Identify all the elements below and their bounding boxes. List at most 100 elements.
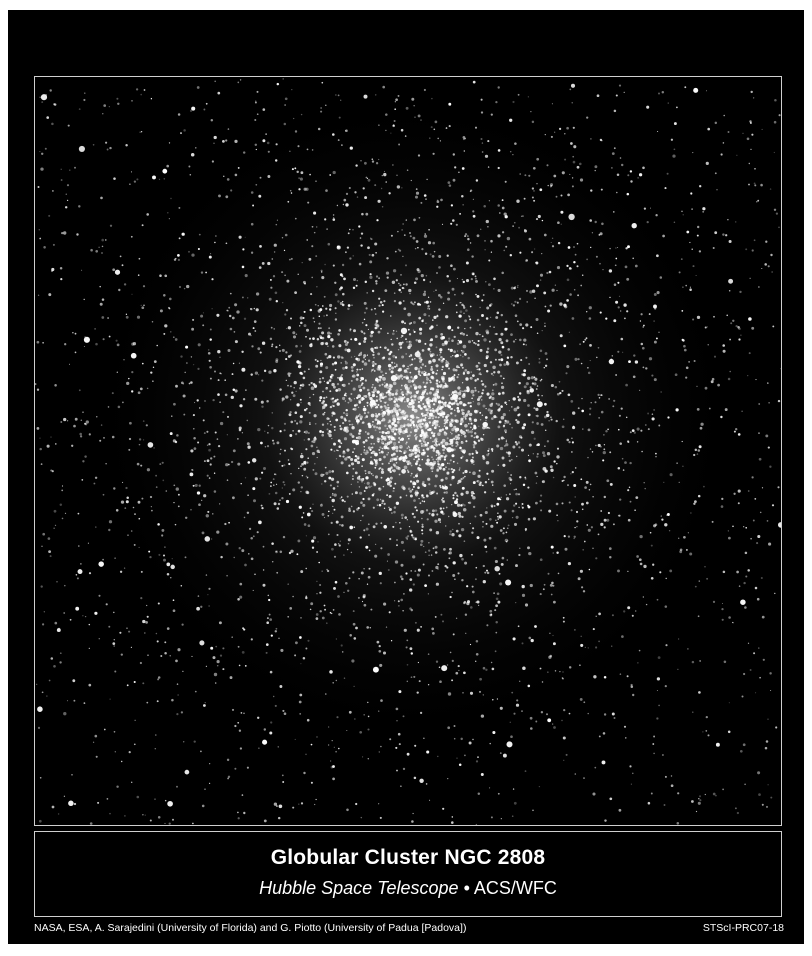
star [559,334,563,338]
star [155,734,157,736]
star [323,411,326,414]
star [439,484,442,487]
star [410,427,413,429]
star [539,379,542,382]
star [622,351,624,353]
star [712,246,715,250]
star [188,382,191,385]
star [371,253,375,257]
star [473,436,476,439]
star [196,399,199,402]
star [333,425,336,428]
star [136,178,139,181]
star [419,502,422,505]
star [490,613,493,615]
star [224,393,228,397]
star [252,499,257,503]
star [764,746,768,750]
star [283,464,286,467]
star [441,396,445,400]
star [438,358,441,361]
star [505,443,509,447]
star [346,808,349,812]
star [472,394,475,397]
star [394,250,397,253]
star [451,393,458,400]
star [406,752,410,756]
star [64,512,67,515]
star [556,514,558,517]
star [177,505,180,508]
star [279,550,283,554]
star [406,367,408,370]
star [211,308,213,310]
star [197,367,200,371]
star [551,237,554,240]
star [538,398,540,401]
star [305,448,308,451]
star [462,449,466,453]
star [353,637,357,640]
star [690,512,692,514]
star [495,620,498,624]
star [747,569,750,572]
star [748,162,751,165]
star [381,304,384,307]
star [244,477,247,479]
star [398,473,401,476]
star [450,393,453,395]
star [645,367,648,370]
star [164,324,168,328]
star [563,535,566,538]
star [370,347,374,351]
star [329,390,332,393]
star [315,180,317,183]
star [560,223,562,225]
star [59,503,63,507]
star [453,350,456,354]
star [694,500,697,503]
star [273,484,275,486]
star [197,343,201,347]
star [275,223,278,226]
star [445,477,448,480]
star [383,445,388,450]
star [140,304,142,306]
star [270,326,273,329]
star [749,277,751,279]
star [446,566,449,569]
star [461,292,464,295]
star [338,344,342,348]
star [459,390,462,393]
star [655,455,657,458]
star [661,91,665,94]
star [341,499,345,502]
star [412,423,415,426]
star [43,246,46,249]
star [629,431,632,434]
star [323,403,326,407]
star [603,448,606,451]
star [567,193,570,197]
star [497,497,501,501]
star [409,232,411,234]
star [362,407,367,412]
star [602,450,606,455]
star [587,366,589,369]
star [258,747,260,749]
star [656,598,659,601]
star [325,189,328,192]
star [370,456,372,459]
star [451,533,455,537]
star [600,510,603,512]
star [424,301,427,304]
star [571,102,573,104]
star [375,321,378,324]
star [336,480,340,484]
star [289,399,292,401]
star [36,683,38,685]
star [88,683,92,687]
star [526,259,528,261]
star [436,200,440,204]
star [732,621,734,624]
